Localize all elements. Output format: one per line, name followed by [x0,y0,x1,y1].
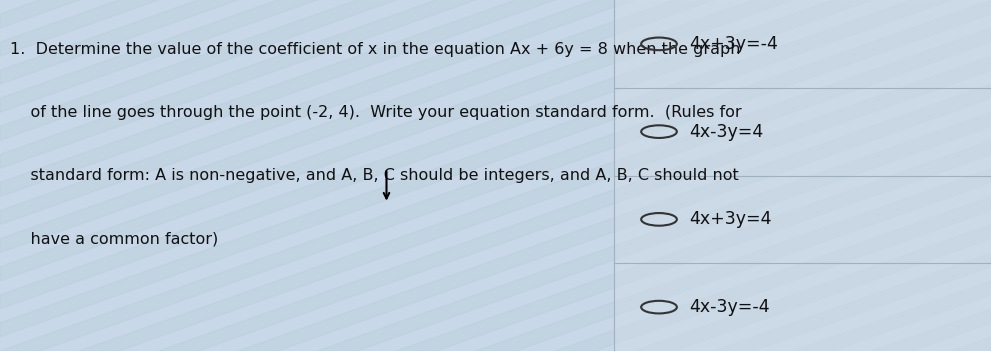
Text: 1.  Determine the value of the coefficient of x in the equation Ax + 6y = 8 when: 1. Determine the value of the coefficien… [10,42,740,57]
Text: 4x+3y=4: 4x+3y=4 [689,210,771,229]
Text: 4x+3y=-4: 4x+3y=-4 [689,35,778,53]
Text: 4x-3y=-4: 4x-3y=-4 [689,298,769,316]
Text: of the line goes through the point (-2, 4).  Write your equation standard form. : of the line goes through the point (-2, … [10,105,741,120]
Bar [614,0,991,351]
Text: standard form: A is non-negative, and A, B, C should be integers, and A, B, C sh: standard form: A is non-negative, and A,… [10,168,738,184]
Text: have a common factor): have a common factor) [10,232,218,247]
Text: 4x-3y=4: 4x-3y=4 [689,122,763,141]
